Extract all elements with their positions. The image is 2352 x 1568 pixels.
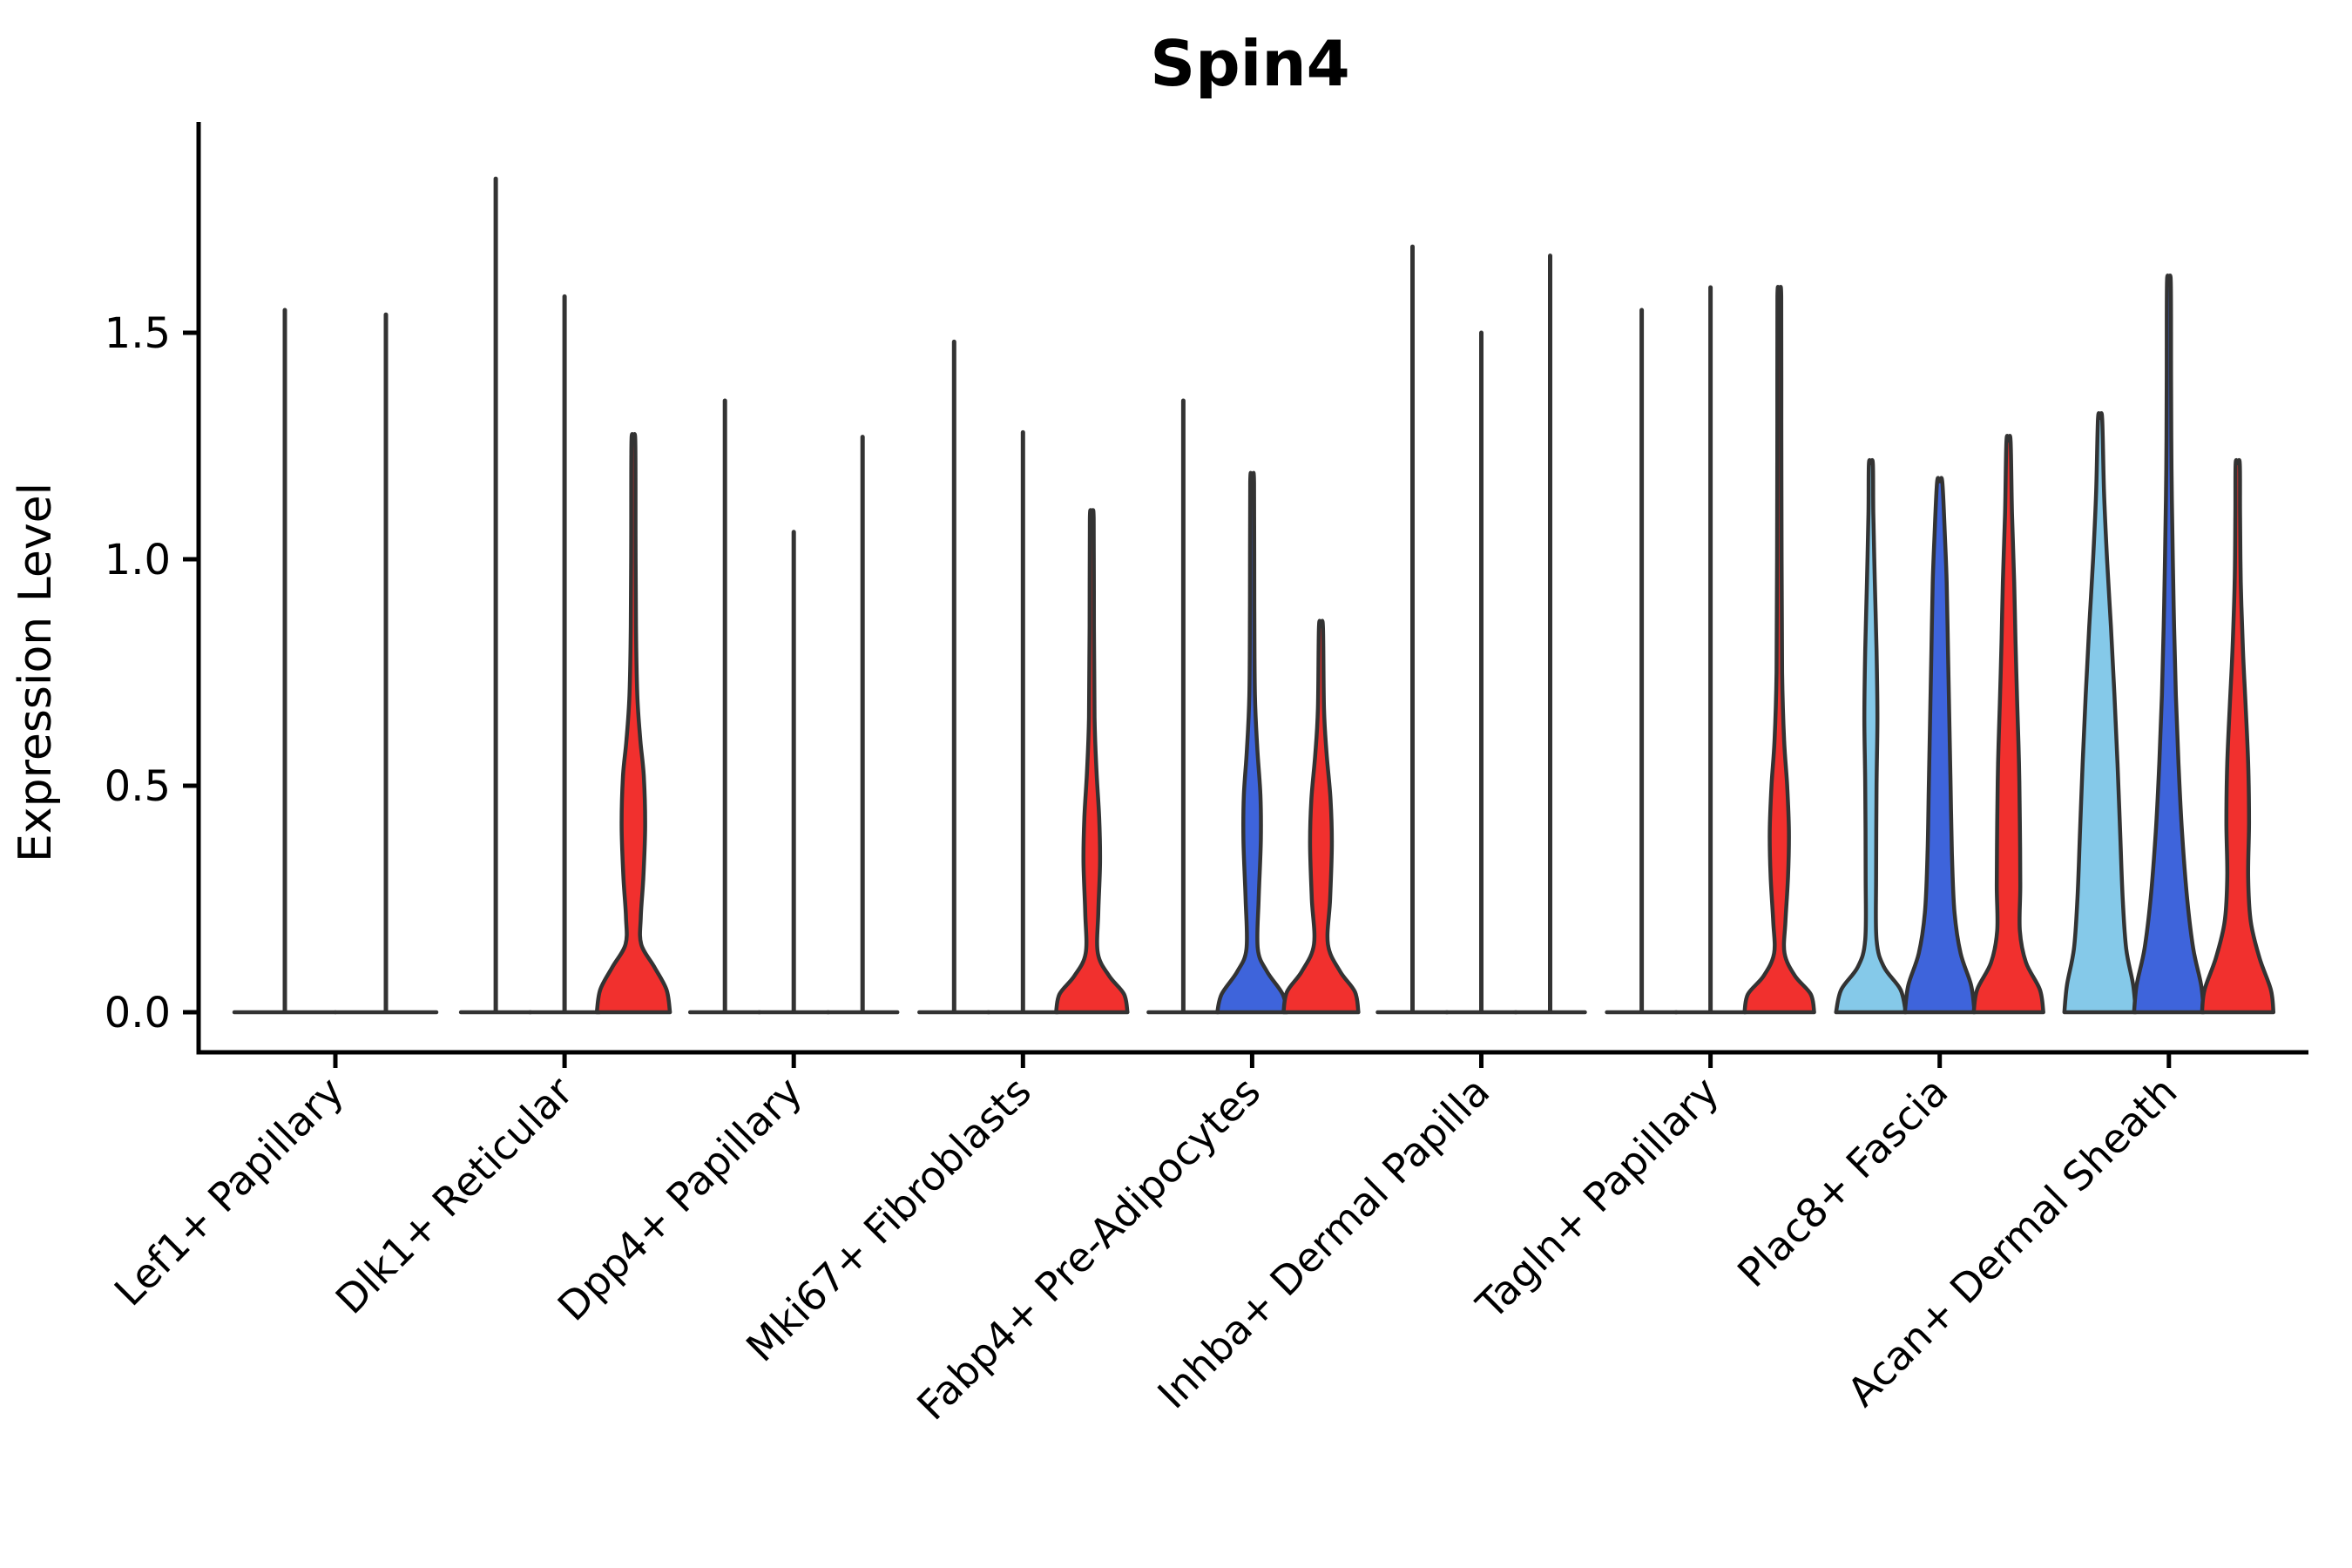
- violin-group-dpp4-papillary: [687, 398, 900, 1015]
- violin-body-red: [1742, 285, 1816, 1015]
- x-category-label: Plac8+ Fascia: [1728, 1068, 1957, 1296]
- x-category-label: Dlk1+ Reticular: [327, 1068, 582, 1323]
- violin-group-inhba-dermal-papilla: [1375, 244, 1587, 1015]
- violins: [232, 176, 2276, 1015]
- y-tick-label: 0.0: [105, 989, 171, 1037]
- x-category-label: Dpp4+ Papillary: [549, 1068, 811, 1330]
- violin-group-dlk1-reticular: [458, 176, 672, 1015]
- violin-group-lef1-papillary: [232, 308, 439, 1015]
- violin-body-red: [1054, 508, 1130, 1015]
- y-tick-label: 1.0: [105, 536, 171, 585]
- violin-group-tagln-papillary: [1605, 285, 1816, 1015]
- chart-title: Spin4: [1150, 27, 1349, 100]
- y-tick-label: 0.5: [105, 762, 171, 811]
- violin-body-blue: [1903, 476, 1977, 1015]
- violin-body-red: [2200, 457, 2276, 1015]
- violin-body-red: [1281, 618, 1361, 1015]
- violin-body-light-blue: [1834, 457, 1908, 1015]
- violin-body-red: [594, 432, 672, 1015]
- y-tick-label: 1.5: [105, 309, 171, 358]
- violin-group-mki67-fibroblasts: [917, 339, 1130, 1015]
- violin-body-blue: [2132, 274, 2207, 1015]
- violin-group-fabp4-pre-adipocytes: [1146, 398, 1361, 1015]
- violin-body-light-blue: [2062, 411, 2139, 1015]
- violin-body-red: [1971, 434, 2045, 1015]
- violin-group-plac8-fascia: [1834, 434, 2045, 1015]
- violin-group-acan-dermal-sheath: [2062, 274, 2276, 1015]
- x-category-label: Tagln+ Papillary: [1467, 1068, 1728, 1329]
- axes: 0.0 0.5 1.0 1.5 Expression Level Lef1+ Papill…: [10, 122, 2308, 1429]
- x-category-label: Lef1+ Papillary: [105, 1068, 353, 1315]
- y-axis-label: Expression Level: [10, 483, 62, 862]
- violin-body-blue: [1215, 470, 1289, 1015]
